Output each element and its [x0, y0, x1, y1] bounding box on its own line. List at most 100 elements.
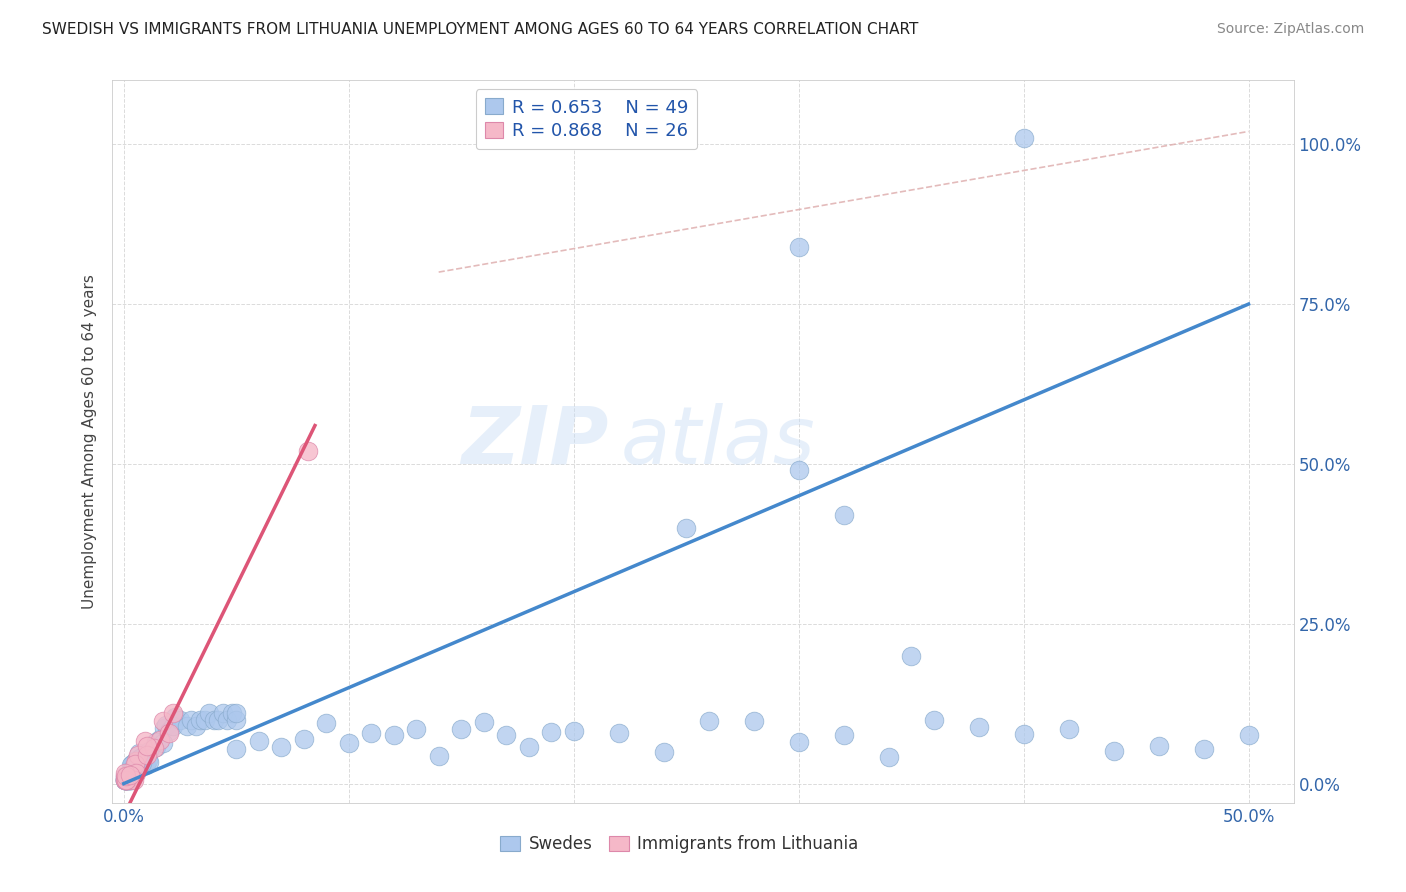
- Point: [114, 771, 136, 785]
- Point: [742, 714, 765, 729]
- Text: Source: ZipAtlas.com: Source: ZipAtlas.com: [1216, 22, 1364, 37]
- Point: [129, 751, 152, 765]
- Point: [114, 772, 136, 787]
- Point: [540, 725, 562, 739]
- Point: [165, 710, 187, 724]
- Point: [121, 772, 143, 787]
- Point: [127, 761, 149, 775]
- Point: [135, 739, 157, 754]
- Point: [162, 706, 184, 720]
- Point: [131, 756, 153, 770]
- Point: [157, 726, 180, 740]
- Point: [132, 748, 155, 763]
- Point: [124, 755, 146, 769]
- Point: [128, 754, 150, 768]
- Point: [114, 773, 136, 788]
- Point: [124, 756, 146, 771]
- Point: [180, 713, 202, 727]
- Point: [225, 713, 247, 727]
- Point: [122, 756, 145, 771]
- Point: [207, 713, 229, 727]
- Point: [122, 761, 145, 775]
- Point: [152, 714, 174, 728]
- Point: [118, 772, 141, 786]
- Point: [697, 714, 720, 728]
- Point: [118, 773, 141, 788]
- Point: [114, 773, 136, 788]
- Point: [121, 764, 143, 778]
- Point: [121, 767, 143, 781]
- Point: [198, 706, 221, 721]
- Point: [128, 758, 150, 772]
- Text: SWEDISH VS IMMIGRANTS FROM LITHUANIA UNEMPLOYMENT AMONG AGES 60 TO 64 YEARS CORR: SWEDISH VS IMMIGRANTS FROM LITHUANIA UNE…: [42, 22, 918, 37]
- Point: [118, 772, 141, 787]
- Point: [652, 746, 675, 760]
- Point: [1057, 722, 1080, 736]
- Point: [832, 508, 855, 522]
- Point: [121, 761, 143, 775]
- Point: [127, 759, 149, 773]
- Legend: Swedes, Immigrants from Lithuania: Swedes, Immigrants from Lithuania: [494, 828, 865, 860]
- Point: [900, 648, 922, 663]
- Point: [922, 713, 945, 727]
- Point: [967, 720, 990, 734]
- Point: [225, 706, 247, 721]
- Point: [122, 756, 145, 770]
- Point: [1192, 741, 1215, 756]
- Point: [118, 768, 141, 782]
- Point: [117, 769, 139, 783]
- Point: [337, 736, 360, 750]
- Point: [184, 719, 207, 733]
- Point: [787, 239, 810, 253]
- Point: [114, 773, 136, 788]
- Point: [118, 772, 141, 786]
- Point: [145, 735, 167, 749]
- Point: [115, 773, 138, 788]
- Point: [517, 739, 540, 754]
- Point: [607, 726, 630, 740]
- Point: [118, 771, 141, 785]
- Text: atlas: atlas: [620, 402, 815, 481]
- Point: [153, 722, 176, 736]
- Text: ZIP: ZIP: [461, 402, 609, 481]
- Point: [114, 766, 136, 780]
- Point: [114, 773, 136, 788]
- Point: [247, 733, 270, 747]
- Point: [145, 739, 167, 754]
- Point: [117, 770, 139, 784]
- Point: [787, 735, 810, 749]
- Point: [134, 733, 156, 747]
- Point: [832, 728, 855, 742]
- Point: [128, 756, 150, 770]
- Point: [1012, 726, 1035, 740]
- Point: [138, 755, 160, 769]
- Point: [405, 722, 427, 736]
- Point: [152, 736, 174, 750]
- Point: [118, 772, 141, 786]
- Point: [114, 773, 136, 788]
- Point: [136, 753, 159, 767]
- Point: [122, 761, 145, 775]
- Point: [142, 740, 165, 755]
- Point: [270, 740, 292, 755]
- Point: [138, 743, 160, 757]
- Point: [125, 753, 148, 767]
- Point: [120, 764, 142, 778]
- Point: [472, 714, 495, 729]
- Point: [121, 761, 143, 775]
- Point: [122, 768, 145, 782]
- Point: [117, 771, 139, 785]
- Point: [221, 706, 243, 721]
- Point: [121, 759, 143, 773]
- Point: [121, 757, 143, 772]
- Point: [162, 719, 184, 733]
- Point: [117, 770, 139, 784]
- Point: [877, 749, 900, 764]
- Point: [122, 767, 145, 781]
- Point: [117, 773, 139, 788]
- Point: [125, 766, 148, 780]
- Point: [114, 773, 136, 788]
- Point: [149, 732, 172, 747]
- Point: [118, 767, 141, 781]
- Point: [118, 772, 141, 786]
